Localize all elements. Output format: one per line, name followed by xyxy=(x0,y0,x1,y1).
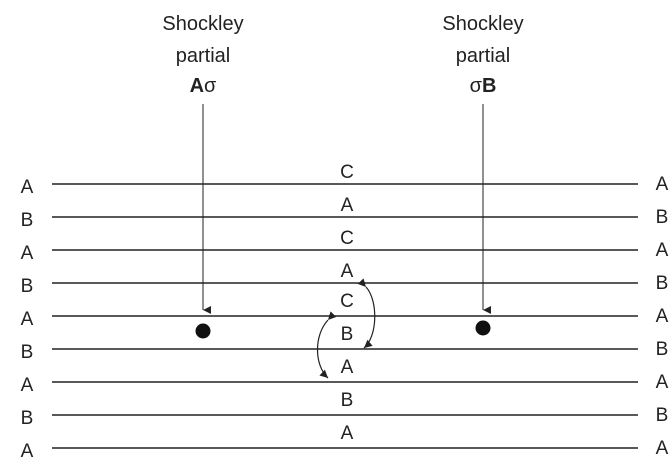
center-plane-label: B xyxy=(341,324,354,345)
plane-lines xyxy=(52,183,638,449)
partial-left-line1: Shockley xyxy=(162,13,243,35)
partial-left-symbol-greek: σ xyxy=(204,75,217,97)
partial-left-symbol: Aσ xyxy=(190,75,217,97)
left-plane-label: A xyxy=(21,177,34,198)
center-plane-label: B xyxy=(341,390,354,411)
left-plane-label: B xyxy=(21,408,34,429)
center-stacking-labels: C A C A C B A B A xyxy=(340,162,354,444)
partial-right-symbol-greek: σ xyxy=(470,75,483,97)
right-plane-label: B xyxy=(656,273,669,294)
partial-left-symbol-bold: A xyxy=(190,75,204,97)
partial-right-symbol-bold: B xyxy=(482,75,496,97)
right-plane-label: B xyxy=(656,405,669,426)
left-plane-label: A xyxy=(21,309,34,330)
right-plane-label: A xyxy=(656,174,669,195)
center-plane-label: A xyxy=(341,195,354,216)
partial-label-right: Shockley partial σB xyxy=(442,13,523,97)
right-plane-label: A xyxy=(656,438,669,459)
left-stacking-labels: A B A B A B A B A xyxy=(21,177,34,459)
partial-right-line1: Shockley xyxy=(442,13,523,35)
center-plane-label: A xyxy=(341,261,354,282)
right-plane-label: A xyxy=(656,306,669,327)
left-plane-label: B xyxy=(21,210,34,231)
right-stacking-labels: A B A B A B A B A xyxy=(656,174,669,459)
right-plane-label: A xyxy=(656,240,669,261)
dislocation-core-left xyxy=(195,323,211,339)
partial-left-line2: partial xyxy=(176,45,230,67)
center-plane-label: A xyxy=(341,357,354,378)
partial-right-symbol: σB xyxy=(470,75,497,97)
center-plane-label: C xyxy=(340,162,354,183)
left-plane-label: A xyxy=(21,441,34,459)
right-plane-label: A xyxy=(656,372,669,393)
shift-arrow-upper xyxy=(357,278,376,349)
center-plane-label: A xyxy=(341,423,354,444)
partial-right-line2: partial xyxy=(456,45,510,67)
center-plane-label: C xyxy=(340,291,354,312)
left-plane-label: A xyxy=(21,243,34,264)
center-plane-label: C xyxy=(340,228,354,249)
right-plane-label: B xyxy=(656,207,669,228)
left-plane-label: A xyxy=(21,375,34,396)
left-plane-label: B xyxy=(21,276,34,297)
shift-arrow-lower xyxy=(317,311,337,379)
dislocation-core-right xyxy=(475,320,491,336)
partial-label-left: Shockley partial Aσ xyxy=(162,13,243,97)
right-plane-label: B xyxy=(656,339,669,360)
left-plane-label: B xyxy=(21,342,34,363)
